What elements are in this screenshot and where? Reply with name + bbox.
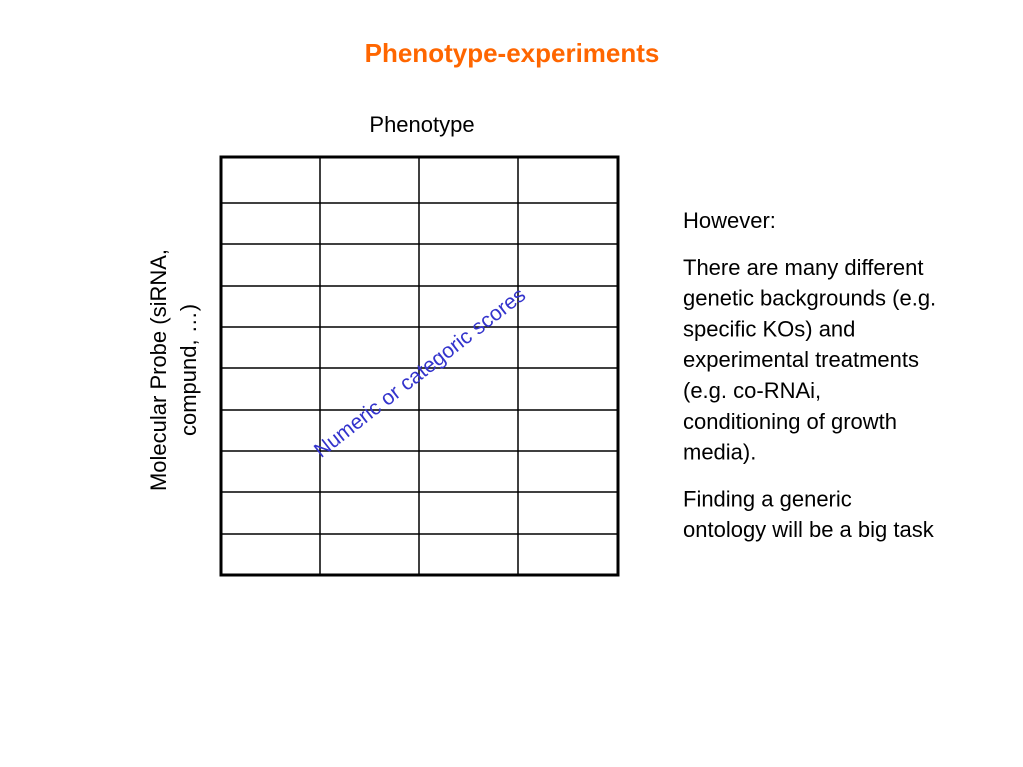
note-line: There are many different <box>683 255 924 280</box>
note-line: Finding a generic <box>683 486 852 511</box>
note-line: media). <box>683 440 756 465</box>
note-line: ontology will be a big task <box>683 517 935 542</box>
note-line: However: <box>683 208 776 233</box>
title: Phenotype-experiments <box>365 38 660 68</box>
note-line: conditioning of growth <box>683 409 897 434</box>
grid <box>219 155 620 577</box>
row-header-line: compund, …) <box>176 304 201 436</box>
note-line: experimental treatments <box>683 347 919 372</box>
column-header: Phenotype <box>369 112 474 137</box>
note-line: specific KOs) and <box>683 316 855 341</box>
notes: However: There are many different genetic … <box>683 208 936 542</box>
row-header-line: Molecular Probe (siRNA, <box>146 249 171 491</box>
note-line: (e.g. co-RNAi, <box>683 378 821 403</box>
row-header: Molecular Probe (siRNA, compund, …) <box>146 249 201 491</box>
note-line: genetic backgrounds (e.g. <box>683 286 936 311</box>
